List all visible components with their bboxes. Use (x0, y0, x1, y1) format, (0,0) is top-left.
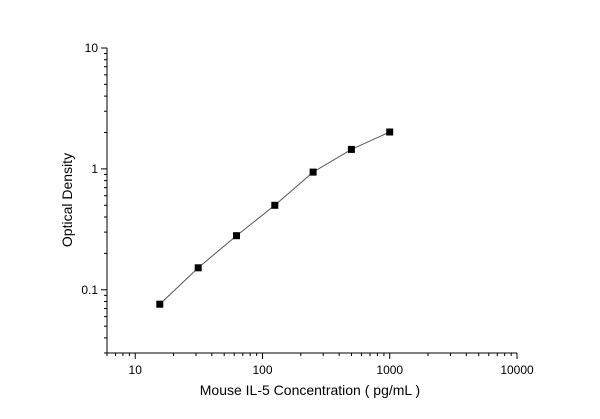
data-point (347, 145, 355, 153)
data-point (309, 168, 317, 176)
data-point (156, 300, 164, 308)
series-marker-layer (156, 128, 394, 308)
data-point (233, 232, 240, 240)
y-tick-label: 1 (91, 162, 98, 176)
x-tick-label: 100 (252, 363, 272, 377)
y-axis-title: Optical Density (59, 153, 75, 247)
data-point (386, 128, 394, 136)
x-axis-title: Mouse IL-5 Concentration ( pg/mL ) (200, 382, 420, 398)
y-tick-label: 10 (85, 41, 99, 55)
data-point (194, 264, 202, 272)
x-tick-label: 10 (129, 363, 143, 377)
data-point (271, 201, 279, 209)
x-tick-label: 10000 (500, 363, 534, 377)
y-tick-label: 0.1 (81, 283, 98, 297)
axes: 10 100 1000 10000 0.1 1 10 (81, 41, 534, 377)
x-tick-label: 1000 (376, 363, 403, 377)
